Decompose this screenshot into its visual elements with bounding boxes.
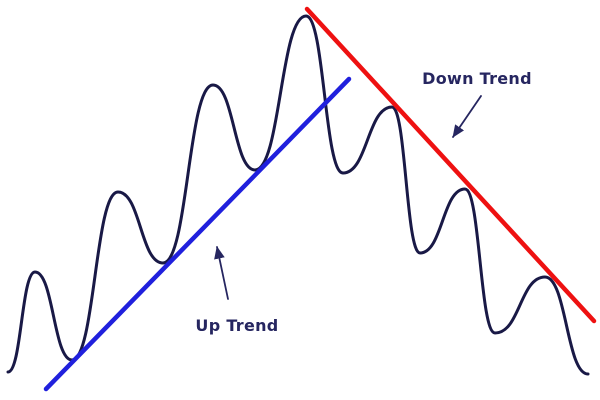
- down-trend-line: [304, 6, 597, 324]
- up-trend-label: Up Trend: [195, 316, 278, 335]
- down-trend-arrow-icon: [452, 95, 482, 138]
- price-wave: [6, 14, 590, 376]
- up-trend-arrow-icon: [214, 246, 229, 300]
- down-trend-label: Down Trend: [422, 69, 532, 88]
- up-trend-line: [43, 76, 352, 392]
